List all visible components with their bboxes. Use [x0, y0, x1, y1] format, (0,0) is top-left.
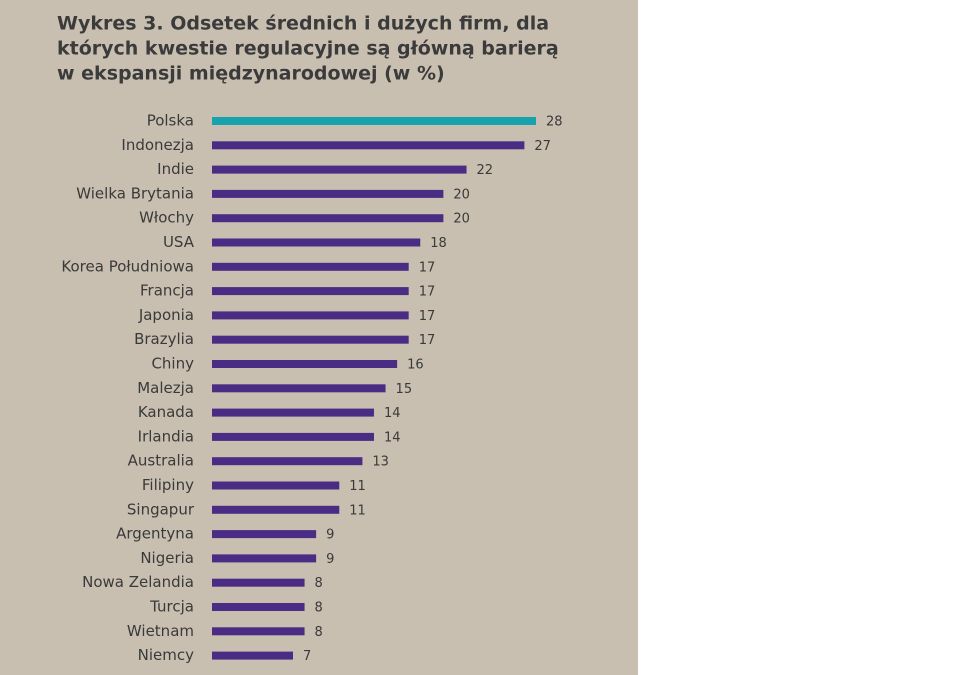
category-label: Filipiny — [142, 476, 194, 494]
value-label: 8 — [315, 601, 323, 616]
bar — [212, 457, 363, 466]
chart-title: w ekspansji międzynarodowej (w %) — [57, 63, 445, 85]
bar — [212, 360, 398, 368]
chart-title: Wykres 3. Odsetek średnich i dużych firm… — [57, 13, 549, 35]
bar — [212, 335, 409, 344]
value-label: 18 — [430, 236, 447, 251]
category-label: Turcja — [149, 598, 194, 616]
category-label: Korea Południowa — [61, 257, 194, 275]
value-label: 22 — [477, 163, 494, 178]
bar — [212, 287, 409, 296]
value-label: 17 — [419, 333, 436, 348]
bar — [212, 554, 317, 563]
value-label: 7 — [303, 649, 311, 664]
value-label: 9 — [326, 528, 334, 543]
category-label: Malezja — [137, 379, 194, 397]
bar — [212, 578, 305, 587]
category-label: Nigeria — [140, 549, 194, 567]
value-label: 17 — [419, 285, 436, 300]
bar — [212, 651, 293, 660]
bar — [212, 505, 340, 514]
bar — [212, 432, 374, 441]
category-label: Japonia — [138, 306, 194, 324]
value-label: 20 — [453, 212, 470, 227]
category-label: Kanada — [138, 403, 194, 421]
category-label: Wielka Brytania — [76, 184, 194, 202]
category-label: Nowa Zelandia — [82, 573, 194, 591]
category-label: Niemcy — [138, 646, 194, 664]
category-label: Irlandia — [138, 427, 194, 445]
category-label: Chiny — [151, 355, 194, 373]
category-label: Francja — [140, 282, 194, 300]
bar — [212, 530, 317, 539]
bar — [212, 238, 421, 247]
category-label: Brazylia — [134, 330, 194, 348]
value-label: 16 — [407, 358, 424, 373]
value-label: 17 — [419, 309, 436, 324]
bar — [212, 165, 467, 174]
category-label: Wietnam — [127, 622, 194, 640]
category-label: Polska — [147, 112, 194, 130]
bar — [212, 384, 386, 393]
bar — [212, 481, 340, 490]
category-label: Indonezja — [121, 136, 194, 154]
value-label: 14 — [384, 406, 401, 421]
bar — [212, 141, 525, 150]
bar — [212, 311, 409, 320]
value-label: 27 — [534, 139, 551, 154]
value-label: 28 — [546, 115, 563, 130]
category-label: Indie — [157, 160, 194, 178]
category-label: USA — [163, 233, 195, 251]
category-label: Singapur — [127, 500, 195, 518]
bar — [212, 603, 305, 611]
chart-title: których kwestie regulacyjne są główną ba… — [57, 38, 559, 60]
value-label: 11 — [349, 479, 366, 494]
value-label: 9 — [326, 552, 334, 567]
value-label: 11 — [349, 503, 366, 518]
value-label: 14 — [384, 430, 401, 445]
category-label: Australia — [128, 452, 194, 470]
value-label: 13 — [372, 455, 389, 470]
category-label: Argentyna — [116, 525, 194, 543]
bar — [212, 117, 536, 125]
bar — [212, 408, 374, 417]
value-label: 17 — [419, 260, 436, 275]
value-label: 8 — [315, 576, 323, 591]
bar — [212, 262, 409, 271]
bar — [212, 214, 444, 223]
value-label: 15 — [396, 382, 413, 397]
bar — [212, 189, 444, 198]
value-label: 20 — [453, 187, 470, 202]
category-label: Włochy — [139, 209, 194, 227]
bar — [212, 627, 305, 636]
value-label: 8 — [315, 625, 323, 640]
